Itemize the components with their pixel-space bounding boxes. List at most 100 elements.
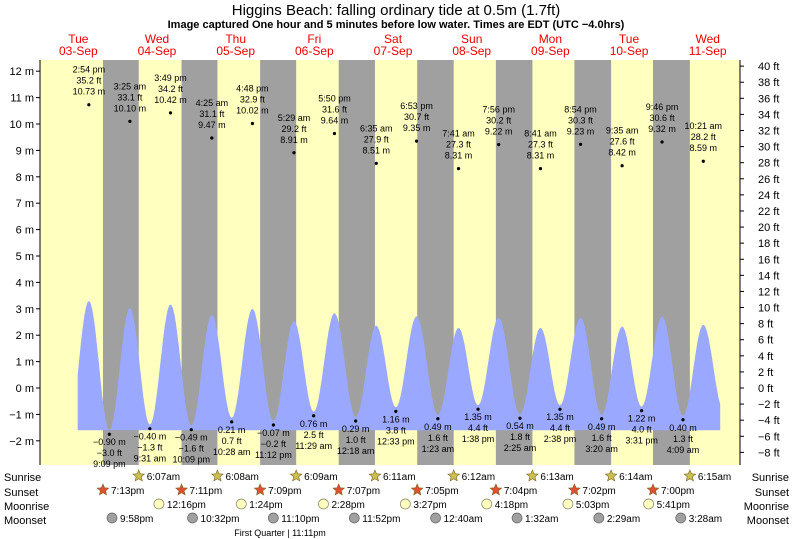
moonrise-icon bbox=[153, 498, 165, 510]
high-tide-time: 2:54 pm bbox=[73, 65, 106, 75]
day-date: 07-Sep bbox=[374, 44, 413, 58]
sunset-icon bbox=[489, 483, 503, 496]
low-tide-feet: 3.8 ft bbox=[386, 425, 407, 435]
y-tick-label-ft: 34 ft bbox=[758, 109, 779, 121]
row-label-sunrise-right: Sunrise bbox=[752, 472, 789, 484]
moonset-time: 2:29am bbox=[607, 514, 640, 525]
high-tide-point bbox=[87, 103, 91, 107]
low-tide-meters: 0.49 m bbox=[424, 422, 452, 432]
low-tide-point bbox=[436, 417, 440, 421]
y-tick-label-ft: 6 ft bbox=[758, 335, 773, 347]
y-tick-label-m: 2 m bbox=[16, 330, 34, 342]
sunrise-time: 6:09am bbox=[304, 472, 337, 483]
y-tick-label-m: 1 m bbox=[16, 357, 34, 369]
day-date: 09-Sep bbox=[531, 44, 570, 58]
low-tide-point bbox=[518, 416, 522, 420]
sunset-icon bbox=[332, 483, 346, 496]
low-tide-meters: −0.40 m bbox=[133, 432, 166, 442]
moonrise-time: 12:16pm bbox=[167, 500, 206, 511]
day-date: 03-Sep bbox=[59, 44, 98, 58]
sunset-icon bbox=[410, 483, 424, 496]
moonset-icon bbox=[187, 512, 198, 524]
moonrise-icon bbox=[399, 498, 411, 510]
high-tide-point bbox=[374, 161, 378, 165]
sunrise-time: 6:11am bbox=[383, 472, 416, 483]
high-tide-meters: 9.64 m bbox=[321, 116, 349, 126]
y-tick-label-m: 7 m bbox=[16, 198, 34, 210]
day-name: Wed bbox=[695, 32, 719, 46]
high-tide-feet: 31.1 ft bbox=[199, 109, 225, 119]
row-label-moonset-right: Moonset bbox=[747, 515, 789, 527]
low-tide-meters: −0.49 m bbox=[175, 433, 208, 443]
low-tide-point bbox=[107, 432, 111, 436]
high-tide-meters: 9.47 m bbox=[198, 120, 226, 130]
high-tide-feet: 27.6 ft bbox=[610, 137, 636, 147]
low-tide-feet: 4.0 ft bbox=[632, 425, 653, 435]
sunset-time: 7:00pm bbox=[661, 486, 694, 497]
sunset-icon bbox=[646, 483, 660, 496]
low-tide-feet: −0.2 ft bbox=[261, 439, 287, 449]
row-label-moonrise-right: Moonrise bbox=[744, 501, 789, 513]
y-tick-label-ft: 30 ft bbox=[758, 142, 779, 154]
y-axis-feet: 40 ft 38 ft 36 ft 34 ft 32 ft 30 ft 28 ft 26 ft… bbox=[739, 60, 780, 465]
sunset-time: 7:11pm bbox=[190, 486, 223, 497]
high-tide-time: 7:56 pm bbox=[482, 105, 515, 115]
tide-area bbox=[77, 300, 721, 431]
moonrise-time: 3:27pm bbox=[413, 500, 446, 511]
high-tide-point bbox=[497, 142, 501, 147]
day-name: Tue bbox=[619, 32, 640, 46]
low-tide-feet: 1.3 ft bbox=[673, 434, 694, 444]
high-tide-feet: 33.1 ft bbox=[117, 92, 143, 102]
high-tide-time: 9:35 am bbox=[606, 126, 639, 136]
high-tide-point bbox=[168, 111, 173, 115]
y-tick-label-m: 12 m bbox=[10, 66, 34, 78]
moonrise-time: 5:03pm bbox=[576, 500, 609, 511]
low-tide-time: 9:09 pm bbox=[93, 459, 126, 469]
sunrise-time: 6:13am bbox=[540, 472, 573, 483]
sunrise-icon bbox=[604, 469, 618, 482]
low-tide-time: 10:28 am bbox=[213, 447, 251, 457]
sunrise-icon bbox=[289, 469, 303, 482]
high-tide-feet: 27.3 ft bbox=[528, 140, 554, 150]
high-tide-point bbox=[620, 164, 624, 168]
low-tide-time: 2:38 pm bbox=[544, 434, 577, 444]
high-tide-meters: 8.51 m bbox=[362, 145, 390, 155]
y-tick-label-ft: 28 ft bbox=[758, 158, 779, 170]
low-tide-meters: 1.35 m bbox=[546, 412, 574, 422]
low-tide-point bbox=[639, 409, 644, 413]
high-tide-point bbox=[292, 151, 296, 155]
low-tide-point bbox=[558, 407, 562, 411]
high-tide-meters: 8.42 m bbox=[608, 148, 636, 158]
y-tick-label-m: 3 m bbox=[16, 304, 34, 316]
low-tide-point bbox=[148, 427, 152, 431]
row-label-sunrise-left: Sunrise bbox=[4, 472, 41, 484]
low-tide-point bbox=[312, 414, 316, 418]
y-tick-label-ft: 14 ft bbox=[758, 270, 779, 282]
y-tick-label-ft: −8 ft bbox=[758, 447, 780, 459]
high-tide-meters: 9.32 m bbox=[648, 124, 676, 134]
sunset-icon bbox=[567, 483, 581, 496]
low-tide-time: 9:31 am bbox=[134, 454, 167, 464]
low-tide-time: 2:25 am bbox=[504, 443, 537, 453]
day-name: Sat bbox=[384, 32, 403, 46]
y-tick-label-ft: 18 ft bbox=[758, 238, 779, 250]
high-tide-meters: 10.02 m bbox=[236, 105, 269, 115]
sunrise-icon bbox=[368, 469, 382, 482]
low-tide-meters: 0.29 m bbox=[342, 424, 370, 434]
low-tide-time: 11:29 am bbox=[295, 441, 332, 451]
high-tide-meters: 8.31 m bbox=[527, 151, 555, 161]
high-tide-time: 10:21 am bbox=[685, 121, 723, 131]
y-tick-label-ft: 4 ft bbox=[758, 351, 773, 363]
y-tick-label-ft: 8 ft bbox=[758, 319, 773, 331]
y-tick-label-ft: 0 ft bbox=[758, 383, 773, 395]
y-tick-label-m: −2 m bbox=[9, 436, 34, 448]
low-tide-time: 12:33 pm bbox=[377, 436, 415, 446]
moonset-icon bbox=[106, 512, 118, 524]
moonrise-time: 5:41pm bbox=[657, 500, 690, 511]
low-tide-point bbox=[271, 423, 275, 427]
day-name: Sun bbox=[461, 32, 482, 46]
high-tide-time: 3:49 pm bbox=[154, 73, 187, 83]
moonset-time: 11:52pm bbox=[362, 514, 400, 525]
low-tide-meters: 0.76 m bbox=[300, 419, 328, 429]
